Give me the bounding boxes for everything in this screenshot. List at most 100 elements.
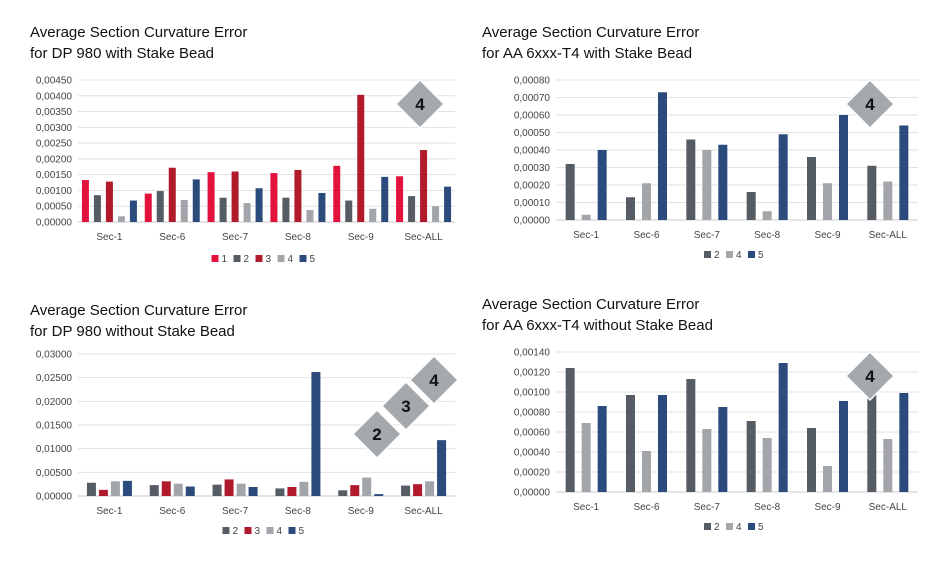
chart-title: Average Section Curvature Error for AA 6… [482, 294, 713, 336]
y-tick-label: 0,00020 [514, 181, 551, 192]
bar-chart: 0,00000 0,00020 0,00040 0,00060 0,00080 0,001… [514, 348, 918, 533]
y-tick-label: 0,03000 [36, 350, 73, 361]
bar-series-4-sec-1 [581, 214, 591, 220]
badge-diamond [380, 380, 432, 432]
chart-panel-dp980-with-bead: Average Section Curvature Error for DP 9… [0, 0, 470, 284]
chart-title-line-2: for DP 980 without Stake Bead [30, 323, 235, 340]
x-category-label: Sec-6 [633, 230, 660, 241]
y-tick-label: 0,00050 [36, 202, 73, 213]
bar-series-4-sec-9 [369, 208, 377, 222]
bar-series-4-sec-9 [823, 183, 832, 220]
bar-series-4-sec-all [883, 181, 893, 220]
x-category-label: Sec-8 [754, 502, 781, 513]
x-category-label: Sec-9 [348, 506, 375, 517]
legend-label: 2 [714, 250, 720, 261]
y-tick-label: 0,00000 [514, 216, 551, 227]
chart-title-line-2: for AA 6xxx-T4 without Stake Bead [482, 317, 713, 334]
bar-series-2-sec-1 [565, 164, 575, 220]
bar-series-4-sec-all [432, 206, 440, 222]
bar-series-2-sec-9 [807, 157, 816, 220]
x-category-label: Sec-6 [159, 232, 186, 243]
bar-series-4-sec-9 [823, 466, 832, 492]
bar-chart: 0,00000 0,00500 0,01000 0,01500 0,02000 0,025… [36, 350, 460, 537]
legend-swatch-3 [244, 527, 252, 534]
legend-label: 2 [714, 522, 720, 533]
x-category-label: Sec-9 [348, 232, 375, 243]
y-tick-label: 0,00000 [36, 218, 73, 229]
badge-label: 4 [865, 367, 875, 386]
x-category-label: Sec-8 [285, 506, 312, 517]
chart-panel-aa6xxx-without-bead: Average Section Curvature Error for AA 6… [470, 284, 940, 568]
legend-swatch-5 [299, 255, 307, 262]
x-category-label: Sec-8 [754, 230, 781, 241]
bar-series-5-sec-1 [597, 150, 607, 220]
y-tick-label: 0,00040 [514, 146, 551, 157]
y-tick-label: 0,01000 [36, 444, 73, 455]
bar-chart: 0,00000 0,00050 0,00100 0,00150 0,00200 0,002… [36, 76, 455, 265]
bar-series-2-sec-8 [746, 192, 756, 220]
bar-series-4-sec-7 [243, 203, 251, 222]
bar-series-5-sec-8 [778, 363, 788, 492]
bar-series-2-sec-7 [686, 379, 696, 492]
badge-diamond [394, 78, 446, 130]
x-category-label: Sec-8 [285, 232, 312, 243]
x-category-label: Sec-1 [96, 232, 123, 243]
bar-series-5-sec-6 [658, 92, 667, 220]
bar-series-4-sec-7 [702, 150, 712, 220]
y-tick-label: 0,00450 [36, 76, 73, 87]
legend-label: 4 [736, 250, 742, 261]
bar-series-2-sec-8 [282, 197, 290, 222]
bar-series-4-sec-1 [110, 481, 120, 496]
x-category-label: Sec-7 [222, 506, 249, 517]
bar-series-5-sec-1 [597, 406, 607, 492]
bar-series-4-sec-6 [173, 483, 183, 496]
legend-label: 5 [758, 522, 764, 533]
y-tick-label: 0,02500 [36, 373, 73, 384]
chart-panel-aa6xxx-with-bead: Average Section Curvature Error for AA 6… [470, 0, 940, 284]
badge-diamond [351, 408, 403, 460]
bar-series-2-sec-6 [156, 191, 164, 222]
bar-series-2-sec-all [408, 196, 416, 222]
bar-series-5-sec-1 [122, 480, 132, 496]
bar-series-5-sec-8 [311, 371, 321, 496]
bar-series-4-sec-all [425, 481, 435, 496]
bar-series-4-sec-6 [642, 451, 651, 492]
legend-swatch-2 [222, 527, 230, 534]
badge-label: 3 [401, 397, 410, 416]
bar-series-3-sec-all [413, 484, 423, 496]
y-tick-label: 0,00080 [514, 408, 551, 419]
bar-series-2-sec-1 [86, 482, 96, 496]
bar-series-5-sec-9 [381, 176, 389, 222]
bar-series-2-sec-8 [275, 488, 285, 496]
bar-series-1-sec-9 [333, 165, 341, 222]
y-tick-label: 0,00040 [514, 448, 551, 459]
bar-series-5-sec-all [899, 125, 909, 220]
y-tick-label: 0,00100 [514, 388, 551, 399]
y-tick-label: 0,00050 [514, 128, 551, 139]
bar-series-3-sec-6 [168, 167, 176, 222]
x-category-label: Sec-7 [694, 230, 721, 241]
legend-swatch-4 [726, 523, 733, 530]
x-category-label: Sec-ALL [404, 506, 443, 517]
legend-swatch-2 [233, 255, 241, 262]
y-tick-label: 0,00250 [36, 139, 73, 150]
legend-label: 4 [288, 254, 294, 265]
bar-series-4-sec-8 [762, 438, 772, 492]
bar-series-4-sec-1 [581, 423, 591, 492]
legend-swatch-2 [704, 523, 711, 530]
x-category-label: Sec-ALL [404, 232, 443, 243]
y-tick-label: 0,00500 [36, 468, 73, 479]
legend-label: 5 [310, 254, 316, 265]
chart-title: Average Section Curvature Error for AA 6… [482, 22, 699, 64]
legend-label: 5 [299, 526, 305, 537]
legend-label: 2 [244, 254, 250, 265]
chart-title-line-1: Average Section Curvature Error [30, 24, 248, 41]
bar-series-3-sec-1 [105, 181, 113, 222]
bar-series-4-sec-all [883, 439, 893, 492]
bar-series-5-sec-7 [248, 487, 258, 496]
legend-label: 3 [266, 254, 272, 265]
chart-title: Average Section Curvature Error for DP 9… [30, 300, 247, 342]
y-tick-label: 0,02000 [36, 397, 73, 408]
x-category-label: Sec-6 [159, 506, 186, 517]
bar-series-4-sec-8 [306, 210, 314, 222]
